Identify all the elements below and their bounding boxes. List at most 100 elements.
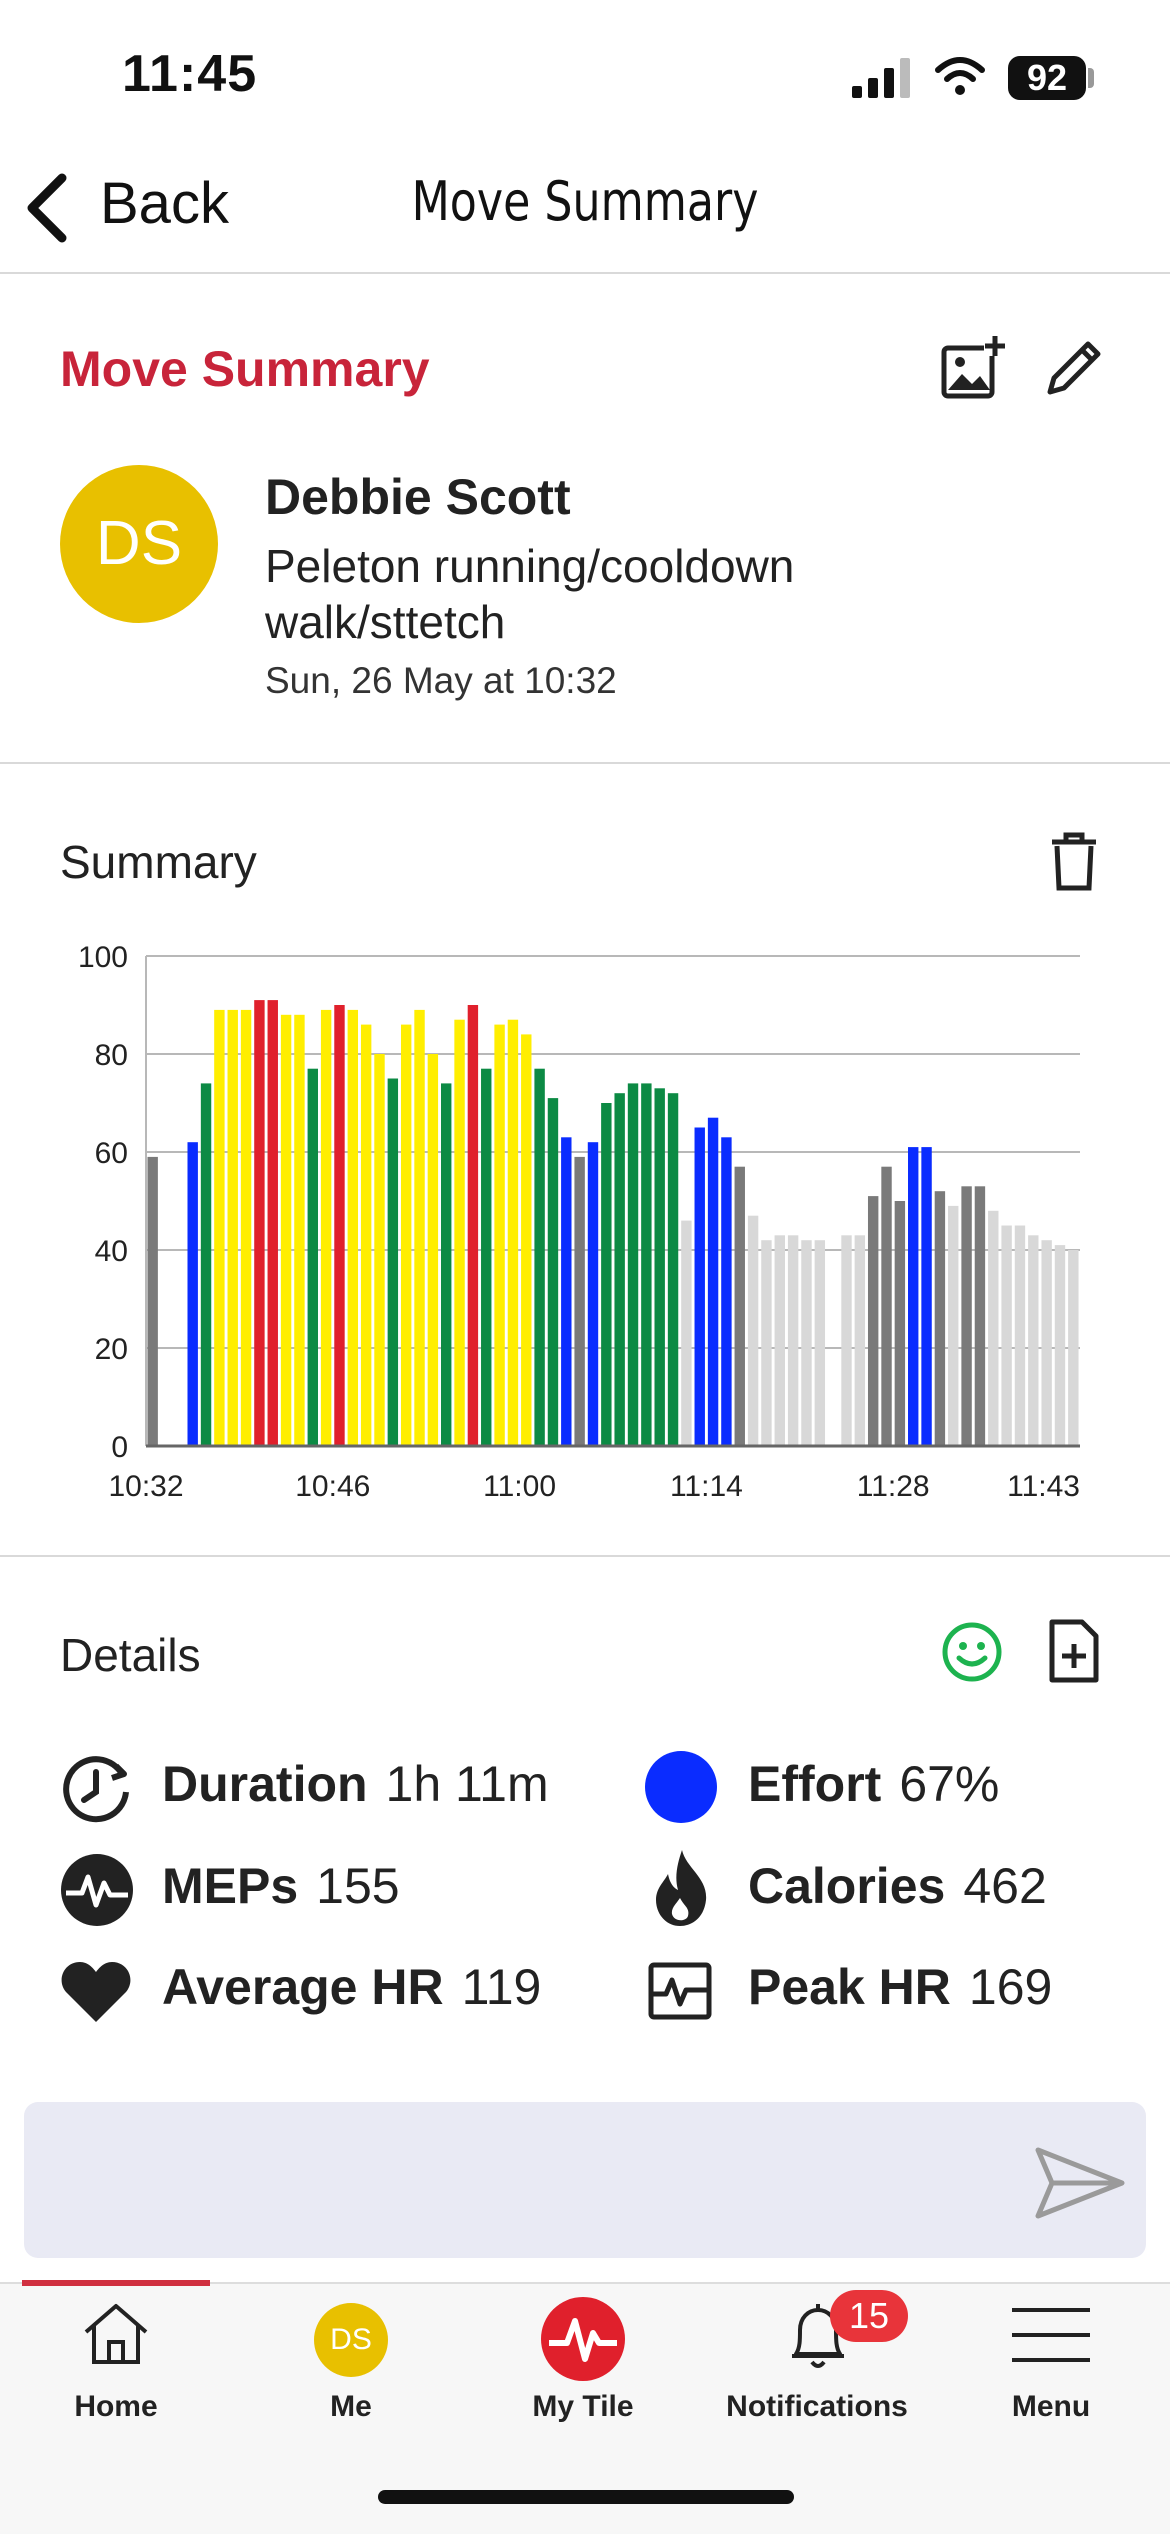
calories-value: 462 bbox=[963, 1858, 1047, 1914]
chart-bar bbox=[948, 1205, 959, 1446]
send-icon[interactable] bbox=[1034, 2146, 1126, 2220]
chart-bar bbox=[894, 1201, 906, 1446]
chart-bar bbox=[534, 1068, 545, 1446]
chart-bar bbox=[387, 1078, 399, 1446]
x-tick-label: 11:43 bbox=[1007, 1470, 1080, 1503]
chart-bar bbox=[734, 1166, 745, 1446]
y-tick-label: 40 bbox=[95, 1235, 128, 1268]
chart-bar bbox=[507, 1019, 519, 1446]
chart-bar bbox=[867, 1196, 879, 1446]
x-tick-label: 11:00 bbox=[483, 1470, 556, 1503]
wifi-icon bbox=[935, 57, 985, 95]
notifications-badge: 15 bbox=[830, 2290, 908, 2342]
chart-bar bbox=[294, 1014, 305, 1446]
activity-date: Sun, 26 May at 10:32 bbox=[265, 660, 617, 701]
x-tick-label: 10:46 bbox=[295, 1470, 370, 1503]
chart-bar bbox=[454, 1019, 465, 1446]
chart-bar bbox=[414, 1009, 425, 1446]
page-title: Move Summary bbox=[411, 170, 759, 233]
chart-bar bbox=[641, 1083, 652, 1446]
chart-bar bbox=[147, 1156, 158, 1446]
chart-bar bbox=[347, 1009, 359, 1446]
chart-bar bbox=[214, 1009, 225, 1446]
chart-bar bbox=[441, 1083, 452, 1446]
battery-tip bbox=[1088, 68, 1094, 88]
pulse-icon bbox=[549, 2318, 617, 2362]
chart-bar bbox=[1014, 1225, 1026, 1446]
chart-bar bbox=[654, 1088, 665, 1446]
meps-value: 155 bbox=[316, 1858, 400, 1914]
calories-flame-icon bbox=[656, 1850, 707, 1926]
chart-bar bbox=[334, 1005, 345, 1446]
chart-bar bbox=[561, 1137, 572, 1446]
card-divider-2 bbox=[0, 1555, 1170, 1557]
peak-hr-value: 169 bbox=[968, 1959, 1053, 2015]
tab-me[interactable]: Me bbox=[330, 2390, 372, 2423]
status-time: 11:45 bbox=[122, 45, 258, 103]
me-avatar[interactable]: DS bbox=[314, 2303, 388, 2377]
home-icon[interactable] bbox=[82, 2302, 150, 2366]
details-label: Details bbox=[60, 1629, 201, 1681]
tab-home[interactable]: Home bbox=[74, 2390, 158, 2423]
chart-bar bbox=[681, 1220, 692, 1446]
y-tick-label: 60 bbox=[95, 1137, 128, 1170]
chart-bar bbox=[240, 1009, 252, 1446]
chart-bar bbox=[627, 1083, 639, 1446]
meps-label: MEPs bbox=[162, 1858, 299, 1914]
chart-bar bbox=[854, 1235, 866, 1446]
chart-bar bbox=[667, 1093, 679, 1446]
effort-metric: Effort 67% bbox=[748, 1755, 999, 1813]
heart-icon bbox=[61, 1962, 131, 2022]
my-tile-icon[interactable] bbox=[541, 2297, 625, 2381]
chart-bar bbox=[614, 1093, 625, 1446]
comment-input[interactable] bbox=[24, 2102, 1146, 2258]
chart-bar bbox=[521, 1034, 532, 1446]
move-summary-heading: Move Summary bbox=[60, 341, 430, 397]
tab-notifications[interactable]: Notifications bbox=[726, 2390, 908, 2423]
chart-bar bbox=[360, 1024, 372, 1446]
average-hr-value: 119 bbox=[461, 1959, 542, 2015]
menu-hamburger-icon[interactable] bbox=[1010, 2306, 1092, 2364]
duration-value: 1h 11m bbox=[385, 1756, 549, 1812]
add-note-icon[interactable] bbox=[1046, 1618, 1102, 1684]
duration-metric: Duration 1h 11m bbox=[162, 1755, 549, 1813]
chart-bar bbox=[467, 1005, 479, 1446]
meps-metric: MEPs 155 bbox=[162, 1857, 400, 1915]
y-tick-label: 20 bbox=[95, 1333, 128, 1366]
add-image-icon[interactable] bbox=[938, 334, 1006, 402]
chart-bar bbox=[601, 1103, 612, 1446]
chart-bar bbox=[934, 1191, 946, 1446]
chart-bar bbox=[494, 1024, 505, 1446]
effort-label: Effort bbox=[748, 1756, 882, 1812]
effort-dot-icon bbox=[645, 1751, 717, 1823]
chart-bar bbox=[921, 1147, 932, 1446]
x-tick-label: 11:14 bbox=[670, 1470, 743, 1503]
y-tick-label: 0 bbox=[111, 1431, 128, 1464]
activity-name: Peleton running/cooldown walk/sttetch bbox=[265, 540, 795, 648]
chart-bar bbox=[707, 1117, 719, 1446]
edit-pencil-icon[interactable] bbox=[1042, 336, 1106, 400]
chart-bar bbox=[200, 1083, 212, 1446]
chart-bar bbox=[227, 1009, 238, 1446]
active-tab-indicator bbox=[22, 2280, 210, 2286]
tab-my-tile[interactable]: My Tile bbox=[532, 2390, 634, 2423]
chart-bar bbox=[787, 1235, 799, 1446]
tab-menu[interactable]: Menu bbox=[1011, 2390, 1091, 2423]
back-button[interactable]: Back bbox=[100, 171, 229, 236]
chart-bar bbox=[280, 1014, 292, 1446]
user-name: Debbie Scott bbox=[265, 469, 571, 525]
nav-divider bbox=[0, 272, 1170, 274]
summary-label: Summary bbox=[60, 836, 257, 888]
chart-bar bbox=[841, 1235, 852, 1446]
bell-icon[interactable] bbox=[786, 2300, 850, 2374]
chart-bar bbox=[574, 1156, 585, 1446]
user-avatar: DS bbox=[60, 465, 218, 623]
back-chevron-icon[interactable] bbox=[22, 172, 72, 244]
chart-bar bbox=[374, 1054, 385, 1446]
duration-clock-icon bbox=[63, 1756, 129, 1823]
chart-bar bbox=[974, 1186, 986, 1446]
chart-bar bbox=[587, 1142, 599, 1446]
chart-bar bbox=[814, 1240, 826, 1446]
trash-icon[interactable] bbox=[1048, 832, 1100, 892]
smiley-icon[interactable] bbox=[940, 1620, 1004, 1684]
